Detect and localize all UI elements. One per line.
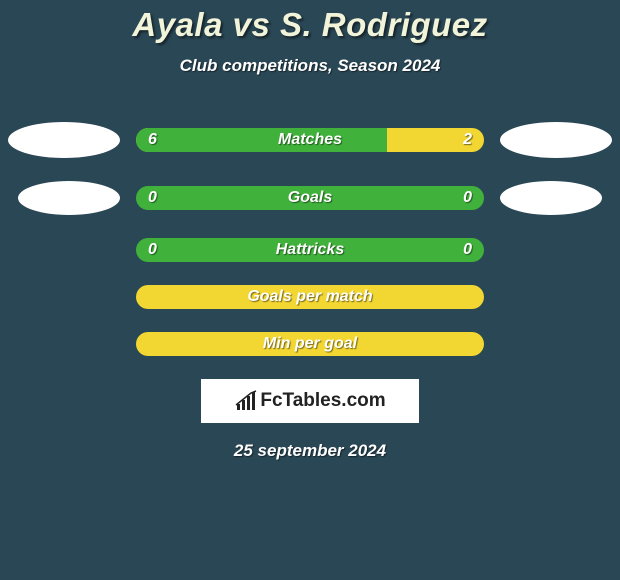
stat-bar: 0Hattricks0 bbox=[136, 238, 484, 262]
logo-box[interactable]: FcTables.com bbox=[201, 379, 419, 423]
stat-row: 0Goals0 bbox=[0, 181, 620, 215]
stat-label: Goals per match bbox=[136, 285, 484, 309]
stat-label: Goals bbox=[136, 186, 484, 210]
subtitle: Club competitions, Season 2024 bbox=[0, 56, 620, 76]
stat-label: Min per goal bbox=[136, 332, 484, 356]
stat-value-right: 0 bbox=[463, 186, 472, 210]
logo-label: FcTables.com bbox=[260, 390, 385, 412]
stat-bar: 0Goals0 bbox=[136, 186, 484, 210]
stat-bar: 6Matches2 bbox=[136, 128, 484, 152]
stat-row: 0Hattricks0 bbox=[0, 238, 620, 262]
player-avatar-right bbox=[500, 122, 612, 158]
stat-bar: Min per goal bbox=[136, 332, 484, 356]
stat-row: Min per goal bbox=[0, 332, 620, 356]
date-label: 25 september 2024 bbox=[0, 441, 620, 461]
page-title: Ayala vs S. Rodriguez bbox=[0, 6, 620, 44]
stat-value-right: 0 bbox=[463, 238, 472, 262]
chart-icon bbox=[234, 390, 258, 412]
comparison-card: Ayala vs S. Rodriguez Club competitions,… bbox=[0, 0, 620, 461]
stat-value-right: 2 bbox=[463, 128, 472, 152]
stat-bar: Goals per match bbox=[136, 285, 484, 309]
stat-row: Goals per match bbox=[0, 285, 620, 309]
stat-label: Matches bbox=[136, 128, 484, 152]
logo: FcTables.com bbox=[234, 390, 385, 412]
player-avatar-left bbox=[18, 181, 120, 215]
player-avatar-left bbox=[8, 122, 120, 158]
player-avatar-right bbox=[500, 181, 602, 215]
stats-rows: 6Matches20Goals00Hattricks0Goals per mat… bbox=[0, 122, 620, 356]
stat-row: 6Matches2 bbox=[0, 122, 620, 158]
stat-label: Hattricks bbox=[136, 238, 484, 262]
